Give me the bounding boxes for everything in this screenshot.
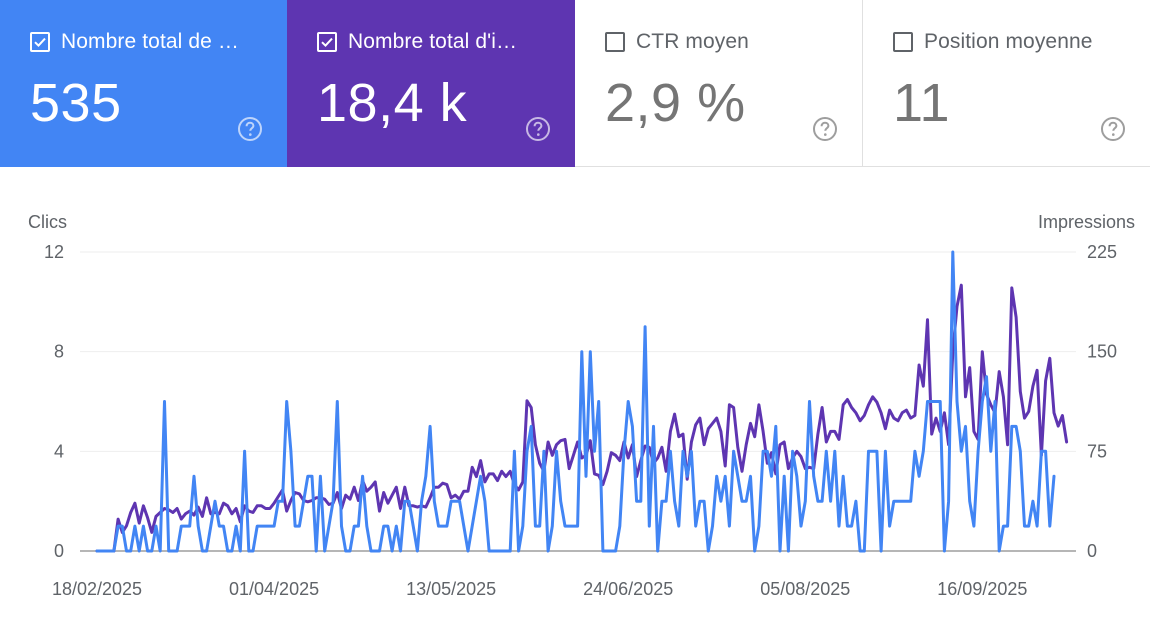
help-icon[interactable] — [812, 116, 838, 142]
metric-card-header: Nombre total de … — [30, 30, 239, 54]
help-icon[interactable] — [1100, 116, 1126, 142]
metric-cards: Nombre total de … 535 Nombre total d'i… … — [0, 0, 1158, 167]
left-axis-tick-label: 0 — [54, 541, 64, 561]
checkbox-checked-icon[interactable] — [30, 32, 50, 52]
right-axis-tick-label: 0 — [1087, 541, 1097, 561]
left-axis-tick-label: 4 — [54, 441, 64, 461]
chart-plot: 0 4 8 12 0 75 150 225 18/02/2025 01/04/2025 13/05/… — [44, 242, 1117, 599]
help-icon[interactable] — [525, 116, 551, 142]
checkbox-unchecked-icon[interactable] — [893, 32, 913, 52]
metric-card-position[interactable]: Position moyenne 11 — [863, 0, 1150, 167]
checkbox-unchecked-icon[interactable] — [605, 32, 625, 52]
metric-label-clicks: Nombre total de … — [61, 30, 239, 53]
x-axis-tick-label: 18/02/2025 — [52, 579, 142, 599]
metric-label-impressions: Nombre total d'i… — [348, 30, 518, 53]
right-axis-tick-label: 150 — [1087, 342, 1117, 362]
impressions-series-line — [95, 283, 1069, 553]
metric-card-header: Nombre total d'i… — [317, 30, 517, 54]
metric-label-position: Position moyenne — [924, 30, 1093, 53]
metric-label-ctr: CTR moyen — [636, 30, 749, 53]
metric-card-header: CTR moyen — [605, 30, 749, 54]
metric-value-ctr: 2,9 % — [605, 73, 746, 133]
x-axis-tick-label: 01/04/2025 — [229, 579, 319, 599]
metric-card-impressions[interactable]: Nombre total d'i… 18,4 k — [287, 0, 575, 167]
left-axis-title: Clics — [28, 212, 67, 232]
metric-value-position: 11 — [893, 73, 951, 133]
checkbox-checked-icon[interactable] — [317, 32, 337, 52]
help-icon[interactable] — [237, 116, 263, 142]
right-axis-tick-label: 225 — [1087, 242, 1117, 262]
left-axis-tick-label: 12 — [44, 242, 64, 262]
x-axis-tick-label: 13/05/2025 — [406, 579, 496, 599]
metric-card-header: Position moyenne — [893, 30, 1093, 54]
x-axis-tick-label: 24/06/2025 — [583, 579, 673, 599]
left-axis-tick-label: 8 — [54, 342, 64, 362]
right-axis-tick-label: 75 — [1087, 441, 1107, 461]
x-axis-tick-label: 16/09/2025 — [937, 579, 1027, 599]
metric-card-clicks[interactable]: Nombre total de … 535 — [0, 0, 287, 167]
metric-card-ctr[interactable]: CTR moyen 2,9 % — [575, 0, 863, 167]
right-axis-title: Impressions — [1037, 212, 1135, 232]
x-axis-tick-label: 05/08/2025 — [760, 579, 850, 599]
clicks-series-line — [95, 250, 1056, 553]
performance-chart: Clics Impressions 0 4 8 12 0 75 150 225 18/02/20… — [0, 167, 1158, 644]
metric-value-clicks: 535 — [30, 73, 122, 133]
metric-value-impressions: 18,4 k — [317, 73, 468, 133]
